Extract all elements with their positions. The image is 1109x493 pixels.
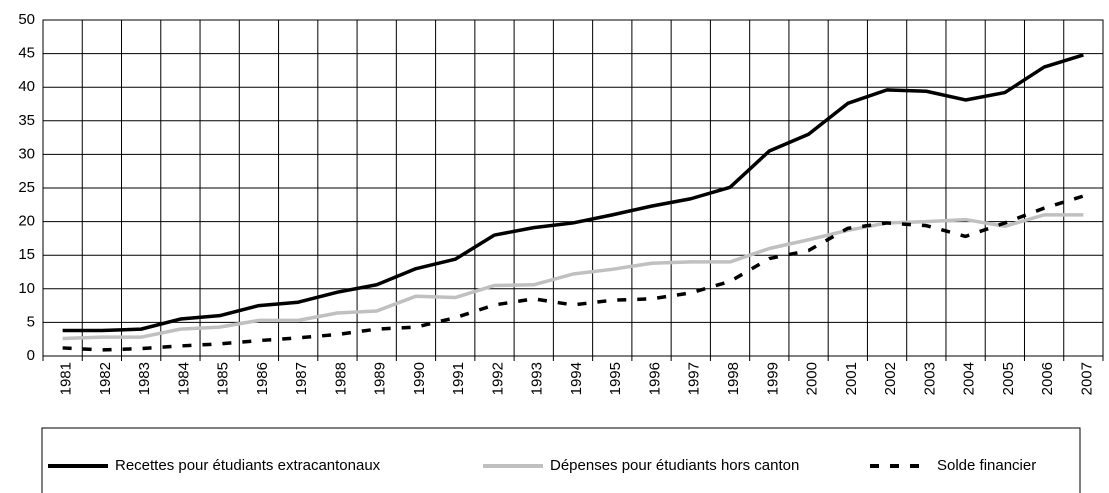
x-tick-label: 2004 [961, 362, 978, 395]
x-tick-label: 1995 [607, 362, 624, 395]
x-tick-label: 1996 [646, 362, 663, 395]
x-tick-label: 1994 [568, 362, 585, 395]
y-tick-label: 30 [18, 145, 35, 162]
x-tick-label: 1988 [332, 362, 349, 395]
x-tick-label: 1993 [529, 362, 546, 395]
y-tick-label: 20 [18, 213, 35, 230]
y-tick-label: 5 [27, 313, 35, 330]
y-tick-label: 45 [18, 45, 35, 62]
series-line [62, 213, 1084, 341]
y-tick-label: 40 [18, 78, 35, 95]
legend-label: Recettes pour étudiants extracantonaux [115, 457, 381, 474]
y-tick-label: 25 [18, 179, 35, 196]
x-tick-label: 2001 [843, 362, 860, 395]
series-line [62, 53, 1084, 333]
x-tick-label: 1983 [136, 362, 153, 395]
x-tick-label: 2002 [882, 362, 899, 395]
x-tick-label: 1987 [293, 362, 310, 395]
x-tick-label: 1982 [97, 362, 114, 395]
legend-box [41, 427, 1081, 493]
x-tick-label: 1985 [215, 362, 232, 395]
legend-label: Dépenses pour étudiants hors canton [550, 457, 799, 474]
x-tick-label: 2003 [921, 362, 938, 395]
x-tick-label: 1990 [411, 362, 428, 395]
x-tick-label: 1991 [450, 362, 467, 395]
y-tick-label: 0 [27, 347, 35, 364]
y-tick-label: 15 [18, 246, 35, 263]
x-tick-label: 2007 [1078, 362, 1095, 395]
x-tick-label: 1998 [725, 362, 742, 395]
x-tick-label: 1981 [58, 362, 75, 395]
x-tick-label: 1999 [764, 362, 781, 395]
y-tick-label: 35 [18, 112, 35, 129]
x-tick-label: 1997 [686, 362, 703, 395]
y-tick-label: 50 [18, 11, 35, 28]
legend-label: Solde financier [937, 457, 1036, 474]
plot-border [42, 19, 1104, 357]
y-tick-label: 10 [18, 280, 35, 297]
x-tick-label: 2006 [1039, 362, 1056, 395]
x-tick-label: 2005 [1000, 362, 1017, 395]
x-tick-label: 1986 [254, 362, 271, 395]
x-tick-label: 1984 [175, 362, 192, 395]
x-tick-label: 1992 [489, 362, 506, 395]
x-tick-label: 2000 [804, 362, 821, 395]
x-tick-label: 1989 [372, 362, 389, 395]
